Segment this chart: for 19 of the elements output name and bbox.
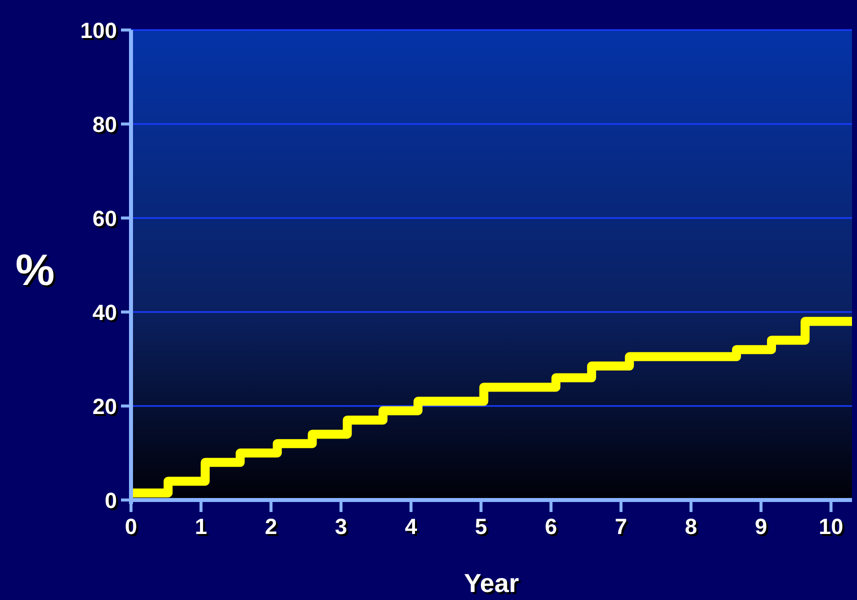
y-tick-label: 40 xyxy=(92,300,117,325)
x-tick-label: 6 xyxy=(544,514,558,539)
x-tick-label: 8 xyxy=(684,514,698,539)
y-tick-label: 100 xyxy=(80,18,117,43)
x-tick-label: 2 xyxy=(264,514,278,539)
x-tick-label: 4 xyxy=(404,514,418,539)
x-tick-label: 0 xyxy=(124,514,138,539)
y-tick-label: 80 xyxy=(92,112,117,137)
y-tick-label: 20 xyxy=(92,394,117,419)
x-tick-label: 7 xyxy=(614,514,628,539)
x-tick-label: 3 xyxy=(334,514,348,539)
x-tick-label: 10 xyxy=(818,514,844,539)
y-axis-title: % xyxy=(15,246,55,295)
x-axis-title: Year xyxy=(464,568,519,598)
x-tick-label: 5 xyxy=(474,514,488,539)
y-tick-label: 0 xyxy=(104,488,117,513)
x-tick-label: 1 xyxy=(194,514,208,539)
x-tick-label: 9 xyxy=(754,514,768,539)
y-tick-label: 60 xyxy=(92,206,117,231)
